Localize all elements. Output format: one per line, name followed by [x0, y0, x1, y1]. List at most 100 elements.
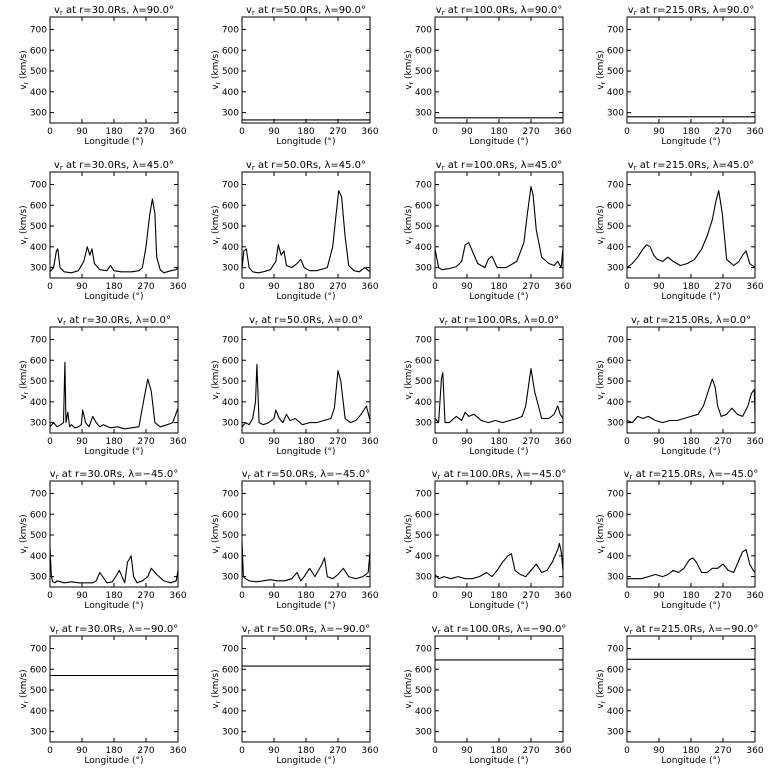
y-tick-label: 700	[415, 180, 432, 190]
x-tick-label: 360	[554, 282, 571, 292]
y-tick-label: 500	[222, 531, 239, 541]
y-axis-label: vr (km/s)	[596, 514, 607, 553]
y-tick-label: 500	[415, 222, 432, 232]
x-tick-label: 270	[137, 591, 154, 601]
y-tick-label: 600	[222, 356, 239, 366]
series-line	[241, 541, 371, 583]
series-line	[434, 542, 564, 580]
x-tick-label: 0	[432, 746, 438, 756]
y-axis-label: vr (km/s)	[404, 50, 415, 89]
y-axis-label: vr (km/s)	[596, 669, 607, 708]
x-axis-label: Longitude (°)	[469, 447, 528, 457]
y-tick-label: 700	[607, 180, 624, 190]
plot-frame	[626, 171, 756, 279]
x-tick-label: 180	[105, 591, 122, 601]
x-tick-label: 270	[714, 437, 731, 447]
y-tick-label: 700	[30, 335, 47, 345]
x-axis-label: Longitude (°)	[276, 601, 335, 611]
x-axis-label: Longitude (°)	[661, 601, 720, 611]
y-tick-label: 300	[222, 109, 239, 119]
y-tick-label: 300	[607, 419, 624, 429]
y-tick-label: 400	[222, 552, 239, 562]
x-tick-label: 270	[137, 127, 154, 137]
subplot-1: vr at r=30.0Rs, λ=90.0° 0 90 180 270 360 300 40…	[19, 5, 187, 147]
y-tick-label: 600	[30, 665, 47, 675]
x-tick-label: 90	[76, 591, 88, 601]
y-tick-label: 300	[415, 419, 432, 429]
y-tick-label: 300	[222, 573, 239, 583]
x-tick-label: 360	[361, 282, 378, 292]
x-tick-label: 90	[461, 282, 473, 292]
x-tick-label: 180	[682, 591, 699, 601]
x-tick-label: 270	[714, 591, 731, 601]
y-tick-label: 300	[415, 109, 432, 119]
y-tick-label: 500	[30, 686, 47, 696]
x-tick-label: 90	[268, 127, 280, 137]
x-tick-label: 360	[169, 437, 186, 447]
y-axis-label: vr (km/s)	[404, 205, 415, 244]
series-line	[49, 547, 179, 584]
y-tick-label: 500	[415, 377, 432, 387]
subplot-title: vr at r=30.0Rs, λ=45.0°	[54, 160, 174, 172]
x-tick-label: 0	[624, 591, 630, 601]
x-tick-label: 90	[268, 437, 280, 447]
subplot-14: vr at r=50.0Rs, λ=−45.0° 0 90 180 270 360 300 4…	[211, 469, 379, 611]
y-axis-label: vr (km/s)	[596, 360, 607, 399]
subplot-title: vr at r=100.0Rs, λ=45.0°	[436, 160, 562, 172]
y-tick-label: 600	[222, 665, 239, 675]
y-tick-label: 500	[607, 222, 624, 232]
x-tick-label: 0	[47, 127, 53, 137]
y-axis-label: vr (km/s)	[211, 669, 222, 708]
y-tick-label: 700	[415, 489, 432, 499]
y-tick-label: 500	[607, 686, 624, 696]
plot-frame	[49, 635, 179, 743]
subplot-title: vr at r=100.0Rs, λ=0.0°	[439, 315, 559, 327]
y-tick-label: 700	[607, 25, 624, 35]
x-tick-label: 90	[76, 127, 88, 137]
y-tick-label: 600	[607, 356, 624, 366]
subplot-6: vr at r=50.0Rs, λ=45.0° 0 90 180 270 360 300 40…	[211, 160, 379, 302]
y-axis-label: vr (km/s)	[19, 205, 30, 244]
y-tick-label: 300	[30, 573, 47, 583]
y-tick-label: 300	[30, 728, 47, 738]
x-tick-label: 360	[361, 591, 378, 601]
plot-frame	[434, 171, 564, 279]
x-tick-label: 90	[653, 591, 665, 601]
subplot-title: vr at r=30.0Rs, λ=−45.0°	[50, 469, 178, 481]
x-tick-label: 270	[329, 437, 346, 447]
y-tick-label: 700	[415, 25, 432, 35]
subplot-title: vr at r=50.0Rs, λ=45.0°	[246, 160, 366, 172]
x-tick-label: 180	[297, 746, 314, 756]
series-line	[241, 363, 371, 428]
subplot-12: vr at r=215.0Rs, λ=0.0° 0 90 180 270 360 300 40…	[596, 315, 764, 457]
x-axis-label: Longitude (°)	[661, 447, 720, 457]
plot-frame	[49, 480, 179, 588]
y-tick-label: 400	[607, 243, 624, 253]
y-tick-label: 400	[222, 243, 239, 253]
x-tick-label: 180	[490, 282, 507, 292]
subplot-title: vr at r=100.0Rs, λ=−90.0°	[432, 624, 567, 636]
x-tick-label: 180	[105, 127, 122, 137]
x-axis-label: Longitude (°)	[469, 601, 528, 611]
x-tick-label: 90	[653, 282, 665, 292]
y-tick-label: 600	[607, 201, 624, 211]
x-axis-label: Longitude (°)	[84, 756, 143, 766]
subplot-title: vr at r=215.0Rs, λ=0.0°	[631, 315, 751, 327]
y-tick-label: 700	[222, 335, 239, 345]
y-axis-label: vr (km/s)	[596, 50, 607, 89]
y-tick-label: 600	[415, 356, 432, 366]
y-tick-label: 500	[607, 377, 624, 387]
x-tick-label: 0	[47, 282, 53, 292]
x-axis-label: Longitude (°)	[84, 137, 143, 147]
y-tick-label: 700	[415, 335, 432, 345]
x-tick-label: 90	[76, 746, 88, 756]
x-tick-label: 360	[361, 437, 378, 447]
y-tick-label: 400	[222, 88, 239, 98]
subplot-20: vr at r=215.0Rs, λ=−90.0° 0 90 180 270 360 300…	[596, 624, 764, 766]
y-tick-label: 300	[607, 109, 624, 119]
x-tick-label: 0	[47, 437, 53, 447]
y-tick-label: 600	[415, 510, 432, 520]
y-tick-label: 400	[222, 707, 239, 717]
x-axis-label: Longitude (°)	[276, 137, 335, 147]
